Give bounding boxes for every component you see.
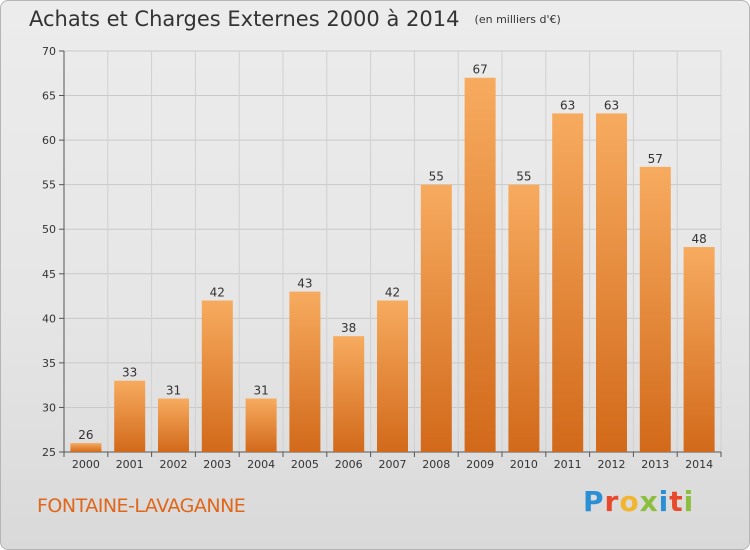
x-tick-label: 2009 — [466, 458, 494, 471]
x-tick-label: 2005 — [291, 458, 319, 471]
bar-2013 — [639, 166, 671, 452]
bar-2005 — [289, 291, 321, 452]
logo-letter: P — [583, 485, 605, 518]
value-label: 67 — [472, 63, 487, 77]
bar-2014 — [683, 247, 715, 452]
value-labels: 26 33 31 42 31 43 38 42 55 67 55 63 63 57 48 — [78, 63, 706, 442]
x-tick-label: 2010 — [510, 458, 538, 471]
x-tick-label: 2004 — [247, 458, 275, 471]
value-label: 43 — [297, 277, 312, 291]
value-label: 55 — [516, 170, 531, 184]
y-tick-label: 65 — [42, 90, 56, 103]
bar-2007 — [377, 300, 408, 452]
x-tick-label: 2013 — [641, 458, 669, 471]
bar-2010 — [508, 184, 540, 452]
value-label: 26 — [78, 428, 93, 442]
x-tick-label: 2002 — [160, 458, 188, 471]
value-label: 38 — [341, 321, 356, 335]
value-label: 63 — [604, 98, 619, 112]
y-tick-label: 60 — [42, 134, 56, 147]
y-tick-label: 55 — [42, 179, 56, 192]
chart-header: Achats et Charges Externes 2000 à 2014 (… — [29, 7, 561, 31]
logo-letter: o — [619, 485, 640, 518]
x-tick-label: 2001 — [116, 458, 144, 471]
value-label: 31 — [253, 384, 268, 398]
y-tick-label: 45 — [42, 268, 56, 281]
chart-title: Achats et Charges Externes 2000 à 2014 — [29, 7, 460, 31]
value-label: 55 — [429, 170, 444, 184]
y-tick-label: 35 — [42, 357, 56, 370]
x-tick-label: 2003 — [203, 458, 231, 471]
value-label: 48 — [691, 232, 706, 246]
value-label: 42 — [210, 286, 225, 300]
y-tick-label: 70 — [42, 45, 56, 58]
value-label: 63 — [560, 98, 575, 112]
value-label: 42 — [385, 286, 400, 300]
bar-2011 — [552, 113, 584, 452]
x-tick-label: 2007 — [379, 458, 407, 471]
bar-2009 — [464, 77, 496, 452]
proxiti-logo[interactable]: Proxiti — [583, 485, 694, 518]
bar-2003 — [201, 300, 233, 452]
commune-name: FONTAINE-LAVAGANNE — [37, 495, 246, 517]
logo-letter: i — [658, 485, 670, 518]
chart-subtitle: (en milliers d'€) — [474, 13, 561, 26]
bar-2000 — [70, 443, 102, 452]
bar-2006 — [333, 336, 365, 452]
x-tick-label: 2000 — [72, 458, 100, 471]
y-tick-label: 30 — [42, 401, 56, 414]
y-tick-label: 50 — [42, 223, 56, 236]
value-label: 31 — [166, 384, 181, 398]
bars — [70, 77, 715, 452]
y-tick-label: 25 — [42, 446, 56, 459]
x-tick-label: 2006 — [335, 458, 363, 471]
value-label: 57 — [648, 152, 663, 166]
x-tick-label: 2011 — [554, 458, 582, 471]
logo-letter: t — [669, 485, 684, 518]
bar-2004 — [245, 398, 277, 452]
y-tick-label: 40 — [42, 312, 56, 325]
value-label: 33 — [122, 366, 137, 380]
logo-letter: r — [604, 485, 620, 518]
bar-2001 — [114, 380, 146, 452]
x-tick-label: 2014 — [685, 458, 713, 471]
bar-2008 — [420, 184, 452, 452]
x-tick-label: 2008 — [422, 458, 450, 471]
logo-letter: x — [639, 485, 659, 518]
logo-letter: i — [683, 485, 695, 518]
bar-2012 — [596, 113, 627, 452]
x-tick-label: 2012 — [598, 458, 626, 471]
bar-2002 — [158, 398, 189, 452]
